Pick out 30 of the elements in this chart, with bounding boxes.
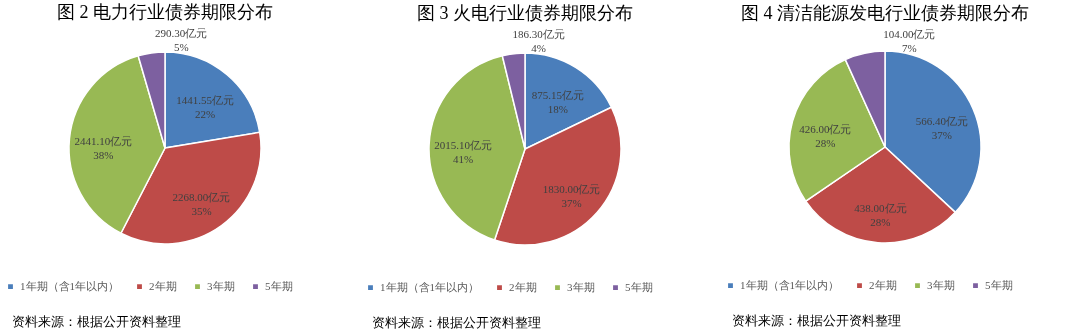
data-label: 186.30亿元 4% [512, 27, 565, 54]
text: 资料来源：根据公开资料整理 [12, 313, 182, 331]
data-label: 290.30亿元 5% [155, 27, 208, 54]
legend-label: 3年期 [207, 279, 235, 292]
data-label: 566.40亿元 37% [915, 115, 968, 142]
data-label: 1830.00亿元 37% [542, 182, 601, 209]
data-label: 2015.10亿元 41% [434, 139, 492, 166]
legend-label: 3年期 [927, 278, 955, 291]
data-label: 104.00亿元 7% [883, 27, 936, 54]
text: 资料来源：根据公开资料整理 [732, 312, 902, 330]
legend-label: 5年期 [625, 280, 653, 293]
legend-label: 1年期（含1年以内） [740, 278, 839, 291]
legend-label: 3年期 [567, 280, 595, 293]
data-label: 438.00亿元 28% [854, 201, 907, 228]
chart-title: 图 2 电力行业债券期限分布 [57, 2, 273, 23]
legend-label: 5年期 [265, 279, 293, 292]
data-label: 875.15亿元 18% [531, 89, 585, 116]
legend-label: 1年期（含1年以内） [20, 279, 119, 292]
legend-label: 2年期 [869, 278, 897, 291]
data-label: 1441.55亿元 22% [176, 93, 234, 120]
legend-label: 1年期（含1年以内） [380, 280, 479, 293]
legend-label: 2年期 [149, 279, 177, 292]
text: 资料来源：根据公开资料整理 [372, 314, 542, 332]
chart-title: 图 4 清洁能源发电行业债券期限分布 [741, 2, 1029, 23]
legend-label: 2年期 [509, 280, 537, 293]
data-label: 426.00亿元 28% [799, 123, 852, 150]
data-label: 2441.10亿元 38% [74, 135, 133, 161]
chart-title: 图 3 火电行业债券期限分布 [417, 2, 633, 23]
legend-label: 5年期 [985, 278, 1013, 291]
data-label: 2268.00亿元 35% [172, 191, 231, 218]
